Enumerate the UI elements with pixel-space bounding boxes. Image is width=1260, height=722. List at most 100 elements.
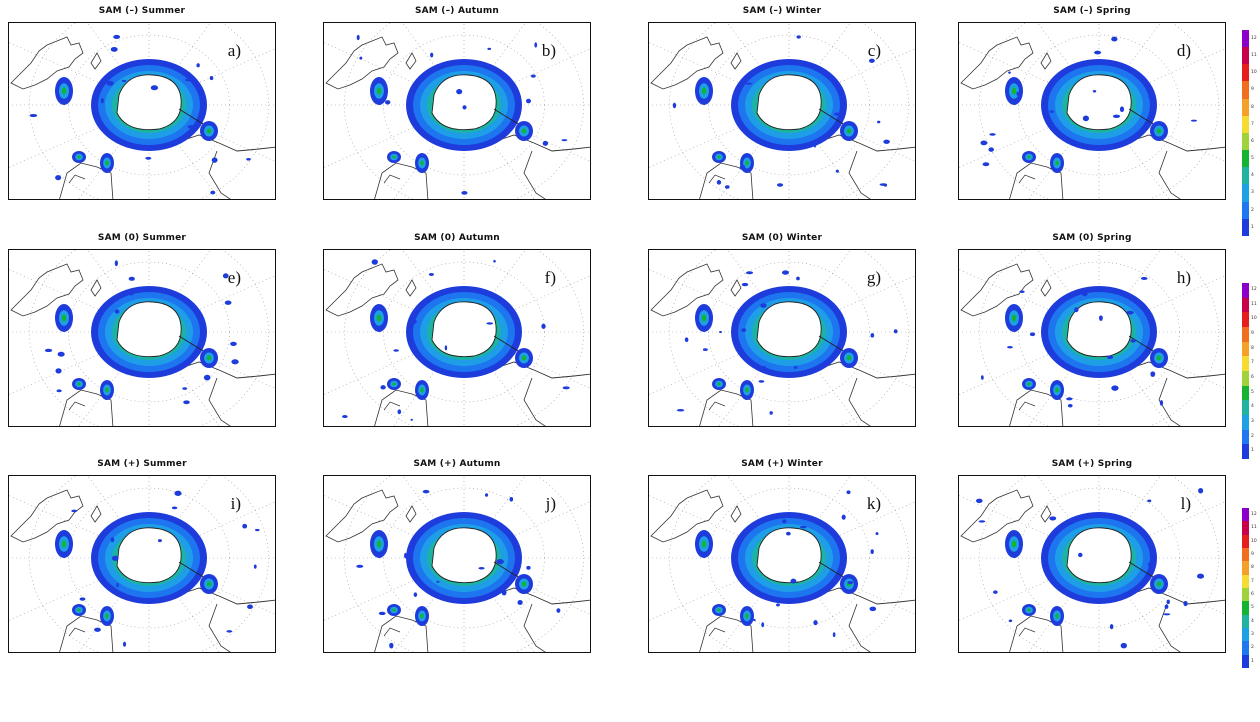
panel-title: SAM (–) Winter	[742, 6, 822, 16]
colorbar-segment	[1242, 587, 1249, 602]
colorbar-segment	[1242, 150, 1249, 168]
panel-title: SAM (0) Winter	[741, 233, 823, 243]
colorbar-segment	[1242, 341, 1249, 357]
precipitation-map	[324, 476, 590, 652]
colorbar-segment	[1242, 574, 1249, 588]
precipitation-map	[9, 476, 275, 652]
colorbar-segment	[1242, 64, 1249, 82]
panel-letter-label: h)	[1176, 268, 1191, 287]
colorbar-segment	[1242, 115, 1249, 133]
colorbar-segment	[1242, 521, 1249, 535]
colorbar-segment	[1242, 297, 1249, 313]
colorbar-tick: 9	[1251, 551, 1254, 557]
colorbar-segment	[1242, 547, 1249, 562]
map-panel: d)	[958, 22, 1226, 200]
colorbar-segment	[1242, 47, 1249, 65]
colorbar-tick: 1	[1251, 448, 1254, 454]
colorbar-tick: 5	[1251, 605, 1254, 611]
colorbar-tick: 4	[1251, 404, 1254, 410]
panel-title: SAM (0) Spring	[1052, 233, 1132, 243]
colorbar-tick: 8	[1251, 104, 1254, 110]
panel-title: SAM (–) Autumn	[414, 6, 500, 16]
map-panel: e)	[8, 249, 276, 427]
panel-letter-label: e)	[227, 268, 241, 287]
colorbar-tick: 1	[1251, 224, 1254, 230]
colorbar-tick: 9	[1251, 330, 1254, 336]
colorbar	[1242, 30, 1249, 236]
colorbar-tick: 8	[1251, 565, 1254, 571]
panel-title: SAM (+) Winter	[741, 459, 823, 469]
colorbar-segment	[1242, 614, 1249, 628]
precipitation-map	[9, 250, 275, 426]
colorbar-tick: 8	[1251, 345, 1254, 351]
colorbar	[1242, 508, 1249, 668]
map-panel: b)	[323, 22, 591, 200]
map-panel: a)	[8, 22, 276, 200]
colorbar-tick: 7	[1251, 578, 1254, 584]
colorbar-tick: 6	[1251, 591, 1254, 597]
precipitation-map	[9, 23, 275, 199]
panel-title: SAM (0) Autumn	[414, 233, 500, 243]
colorbar-segment	[1242, 370, 1249, 386]
colorbar-segment	[1242, 429, 1249, 445]
colorbar-tick: 6	[1251, 374, 1254, 380]
colorbar-segment	[1242, 641, 1249, 655]
colorbar-segment	[1242, 414, 1249, 430]
colorbar-tick: 12	[1251, 512, 1257, 517]
colorbar-segment	[1242, 654, 1249, 668]
map-panel: c)	[648, 22, 916, 200]
map-panel: h)	[958, 249, 1226, 427]
panel-letter-label: l)	[1180, 494, 1191, 513]
colorbar-segment	[1242, 132, 1249, 151]
colorbar-tick: 11	[1251, 53, 1257, 59]
colorbar	[1242, 283, 1249, 459]
colorbar-tick: 5	[1251, 156, 1254, 162]
colorbar-tick: 5	[1251, 389, 1254, 395]
colorbar-segment	[1242, 561, 1249, 575]
precipitation-map	[649, 23, 915, 199]
colorbar-tick-labels: 12 11 10 9 8 7 6 5 4 3 2 1	[1251, 508, 1257, 668]
colorbar-tick: 3	[1251, 418, 1254, 424]
colorbar-tick: 10	[1251, 316, 1257, 322]
colorbar-tick: 3	[1251, 190, 1254, 196]
colorbar-tick: 10	[1251, 538, 1257, 544]
colorbar-segment	[1242, 30, 1249, 48]
colorbar-tick: 7	[1251, 121, 1254, 127]
colorbar-tick: 4	[1251, 618, 1254, 624]
colorbar-segment	[1242, 534, 1249, 548]
colorbar-segment	[1242, 98, 1249, 116]
precipitation-map	[649, 476, 915, 652]
colorbar-segment	[1242, 326, 1249, 342]
colorbar-tick: 11	[1251, 525, 1257, 531]
colorbar-tick: 2	[1251, 433, 1254, 439]
colorbar-tick: 3	[1251, 631, 1254, 637]
colorbar-tick: 6	[1251, 138, 1254, 144]
panel-letter-label: j)	[545, 494, 556, 513]
colorbar-tick: 12	[1251, 287, 1257, 292]
colorbar-segment	[1242, 356, 1249, 371]
precipitation-map	[324, 250, 590, 426]
colorbar-tick: 1	[1251, 658, 1254, 664]
colorbar-segment	[1242, 508, 1249, 522]
map-panel: j)	[323, 475, 591, 653]
colorbar-tick: 2	[1251, 207, 1254, 213]
colorbar-tick-labels: 12 11 10 9 8 7 6 5 4 3 2 1	[1251, 283, 1257, 459]
panel-letter-label: k)	[866, 494, 881, 513]
precipitation-map	[324, 23, 590, 199]
colorbar-segment	[1242, 601, 1249, 615]
colorbar-tick: 11	[1251, 301, 1257, 307]
precipitation-map	[959, 476, 1225, 652]
colorbar-segment	[1242, 385, 1249, 401]
colorbar-segment	[1242, 312, 1249, 327]
panel-letter-label: g)	[866, 268, 881, 287]
panel-letter-label: d)	[1176, 41, 1191, 60]
panel-title: SAM (+) Summer	[97, 459, 187, 469]
panel-title: SAM (–) Spring	[1053, 6, 1131, 16]
panel-letter-label: i)	[230, 494, 241, 513]
colorbar-segment	[1242, 167, 1249, 185]
colorbar-tick: 2	[1251, 645, 1254, 651]
colorbar-segment	[1242, 201, 1249, 219]
colorbar-segment	[1242, 283, 1249, 298]
colorbar-tick: 12	[1251, 36, 1257, 41]
colorbar-segment	[1242, 184, 1249, 202]
